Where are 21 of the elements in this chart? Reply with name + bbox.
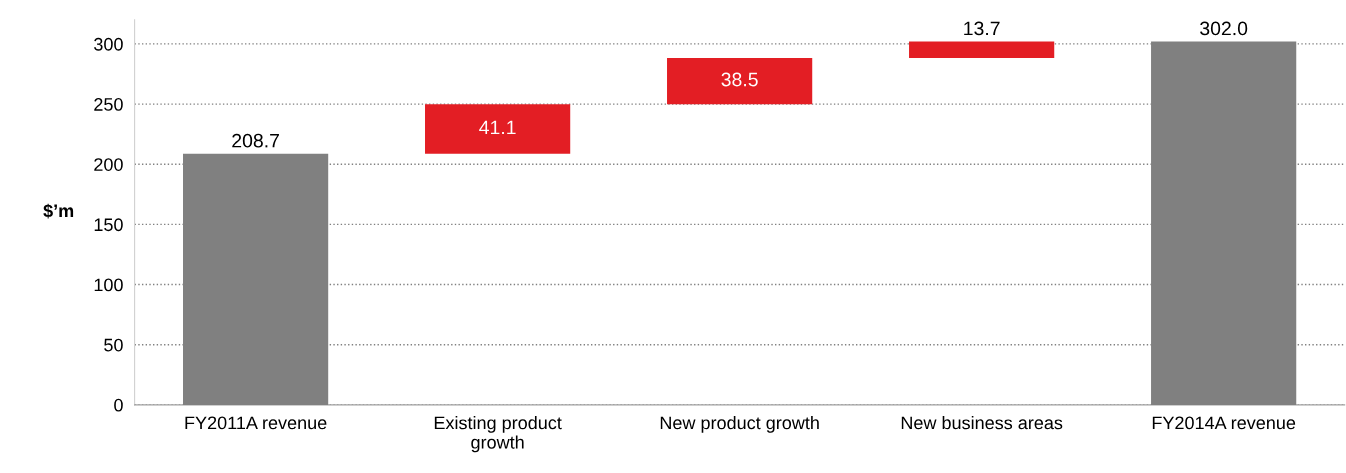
y-tick-label: 300 [94,37,123,51]
bar [667,58,813,105]
x-tick-label: FY2014A revenue [1152,416,1296,430]
y-tick-label: 150 [94,218,123,232]
y-tick-label: 100 [94,278,123,292]
data-label: 302.0 [1200,21,1248,36]
y-axis-title: $’m [43,203,74,219]
data-label: 208.7 [232,133,279,148]
data-label: 38.5 [721,72,758,87]
y-tick-label: 50 [104,338,123,352]
bar [425,104,571,154]
x-tick-label: FY2011A revenue [185,416,327,430]
y-tick-label: 250 [94,98,123,111]
data-label: 41.1 [479,120,516,135]
x-tick-label: Existing product growth [434,416,562,453]
data-label: 13.7 [964,21,1000,36]
bar [909,41,1055,59]
y-tick-label: 0 [114,398,123,412]
y-tick-label: 200 [94,158,123,171]
x-tick-label: New product growth [660,416,819,433]
x-tick-label: New business areas [901,416,1063,430]
